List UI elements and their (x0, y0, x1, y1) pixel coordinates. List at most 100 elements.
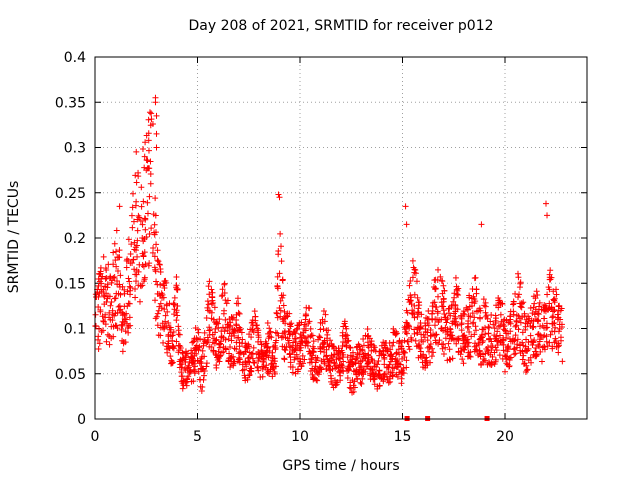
data-point (323, 327, 330, 334)
data-point (404, 338, 411, 345)
data-point (152, 212, 159, 219)
data-point (184, 376, 191, 383)
data-point (119, 348, 126, 355)
data-point (430, 349, 437, 356)
data-point (482, 357, 489, 364)
y-tick-label: 0 (77, 412, 86, 428)
data-point (399, 369, 406, 376)
data-point (103, 338, 110, 345)
data-point (533, 288, 540, 295)
data-point (170, 343, 177, 350)
data-point (301, 356, 308, 363)
data-point (434, 310, 441, 317)
data-point (98, 280, 105, 287)
data-point (409, 307, 416, 314)
data-point (387, 378, 394, 385)
data-point (506, 356, 513, 363)
data-point (416, 341, 423, 348)
x-tick-label: 10 (291, 429, 309, 445)
data-point (310, 345, 317, 352)
data-point (213, 362, 220, 369)
data-point (238, 329, 245, 336)
x-tick-label: 20 (496, 429, 514, 445)
data-point (510, 308, 517, 315)
data-point (171, 301, 178, 308)
data-point (126, 300, 133, 307)
data-point (249, 326, 256, 333)
data-point (235, 309, 242, 316)
data-point (332, 365, 339, 372)
data-point (173, 282, 180, 289)
data-point (527, 332, 534, 339)
data-point (208, 286, 215, 293)
data-point (114, 267, 121, 274)
data-point (252, 313, 259, 320)
data-point (398, 380, 405, 387)
data-point (153, 278, 160, 285)
data-point (555, 328, 562, 335)
data-point (529, 342, 536, 349)
data-point (389, 369, 396, 376)
data-point (153, 130, 160, 137)
data-point (324, 331, 331, 338)
data-point (464, 343, 471, 350)
data-point (206, 324, 213, 331)
data-point (446, 346, 453, 353)
data-point (165, 320, 172, 327)
data-point (427, 327, 434, 334)
data-point (492, 312, 499, 319)
data-point (246, 371, 253, 378)
data-point (375, 371, 382, 378)
data-point (510, 301, 517, 308)
data-point (333, 379, 340, 386)
data-point (479, 339, 486, 346)
data-point (531, 300, 538, 307)
data-point (145, 147, 152, 154)
data-point (278, 243, 285, 250)
data-point (534, 291, 541, 298)
data-point (421, 355, 428, 362)
data-point (282, 320, 289, 327)
data-point (162, 277, 169, 284)
data-point (134, 253, 141, 260)
data-point (380, 376, 387, 383)
data-point (98, 329, 105, 335)
data-point (146, 193, 153, 200)
data-point (412, 267, 419, 274)
data-point (118, 321, 125, 328)
data-point (174, 285, 181, 292)
data-point (278, 292, 285, 299)
data-point (414, 313, 421, 320)
data-point (194, 336, 201, 343)
data-point (426, 348, 433, 355)
data-point (559, 358, 566, 365)
data-point (145, 262, 152, 269)
data-point (467, 313, 474, 320)
data-point (406, 323, 413, 330)
data-point (132, 172, 139, 179)
data-point (127, 287, 134, 294)
data-point (421, 334, 428, 341)
data-point (381, 370, 388, 377)
data-point (204, 334, 211, 341)
data-point (128, 212, 135, 219)
data-point (274, 310, 281, 317)
data-point (244, 376, 251, 383)
data-point (504, 344, 511, 351)
data-point (203, 363, 210, 370)
data-point (521, 310, 528, 317)
data-point (503, 334, 510, 341)
data-point (442, 335, 449, 342)
data-point (404, 309, 411, 316)
y-tick-label: 0.3 (64, 141, 86, 157)
data-point (531, 337, 538, 344)
data-point (132, 294, 139, 301)
data-point (135, 268, 142, 275)
data-point (187, 367, 194, 374)
data-point (242, 340, 249, 347)
data-point (147, 180, 154, 187)
data-point (206, 278, 213, 285)
data-point (414, 294, 421, 301)
data-point (130, 190, 137, 197)
